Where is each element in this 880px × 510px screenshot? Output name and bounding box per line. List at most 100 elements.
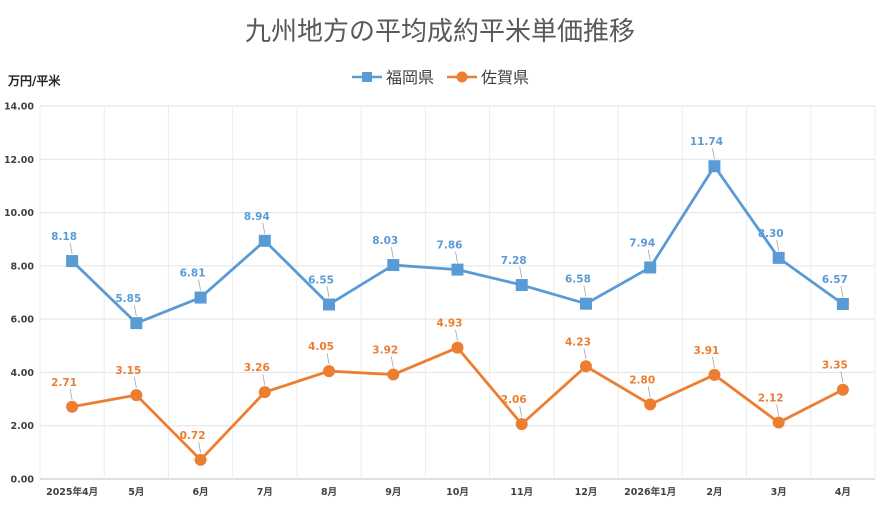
y-tick-label: 14.00	[4, 102, 34, 113]
data-point-marker	[323, 298, 336, 311]
data-point-marker	[258, 386, 271, 399]
y-tick-label: 6.00	[11, 315, 35, 326]
data-label: 11.74	[690, 136, 723, 148]
data-point-marker	[323, 365, 336, 378]
data-label-leader	[776, 404, 780, 416]
data-point-marker	[130, 389, 143, 402]
y-tick-label: 12.00	[4, 155, 34, 166]
y-tick-label: 10.00	[4, 208, 34, 219]
data-point-marker	[836, 383, 849, 396]
data-point-marker	[387, 368, 400, 381]
data-label-leader	[519, 266, 523, 279]
data-label: 2.06	[501, 394, 527, 406]
data-point-marker	[515, 418, 528, 431]
data-label: 0.72	[180, 430, 206, 442]
data-labels-layer: 8.18 5.85 6.81 8.94 6.55 8.03 7.86 7.28 6.58 7.94…	[51, 136, 848, 453]
data-label-leader	[133, 305, 137, 317]
data-label: 3.92	[372, 345, 398, 357]
y-tick-label: 8.00	[11, 261, 35, 272]
data-label-leader	[133, 377, 137, 389]
y-tick-label: 2.00	[11, 421, 35, 432]
data-label: 2.12	[758, 393, 784, 405]
data-point-marker	[644, 261, 657, 274]
data-label: 4.23	[565, 336, 591, 348]
series-layer	[66, 160, 849, 466]
data-label-leader	[712, 356, 715, 368]
x-tick-label: 9月	[385, 487, 401, 498]
data-label-leader	[583, 285, 587, 297]
legend-marker-circle-saga	[456, 71, 468, 83]
data-point-marker	[451, 263, 464, 276]
legend-label-saga: 佐賀県	[481, 68, 529, 87]
legend-marker-square-fukuoka	[362, 72, 372, 82]
data-label: 6.58	[565, 274, 591, 286]
horizontal-gridlines	[40, 105, 875, 480]
data-label: 3.15	[115, 365, 141, 377]
data-label-leader	[262, 222, 266, 234]
data-label-leader	[455, 251, 458, 263]
data-label: 3.35	[822, 360, 848, 372]
x-tick-label: 12月	[575, 487, 598, 498]
data-label: 2.71	[51, 377, 77, 389]
x-tick-label: 10月	[446, 487, 469, 498]
data-point-marker	[258, 234, 271, 247]
data-label-leader	[390, 246, 394, 259]
data-label-leader	[712, 148, 715, 160]
y-tick-label: 4.00	[11, 368, 35, 379]
x-tick-label: 2月	[706, 487, 722, 498]
data-label: 7.28	[501, 255, 527, 267]
data-label-leader	[198, 279, 201, 291]
data-label-leader	[198, 441, 201, 453]
data-label: 7.86	[437, 240, 463, 252]
data-label: 8.94	[244, 211, 270, 223]
data-label-leader	[519, 406, 523, 418]
data-label: 6.57	[822, 274, 848, 286]
data-point-marker	[708, 368, 721, 381]
data-label-leader	[840, 371, 844, 383]
x-tick-label: 8月	[321, 487, 337, 498]
data-label-leader	[69, 388, 73, 400]
x-tick-label: 2026年1月	[624, 486, 676, 498]
x-tick-label: 3月	[771, 487, 787, 498]
data-label-leader	[455, 329, 458, 341]
series-line	[70, 346, 845, 462]
data-label: 4.05	[308, 341, 334, 353]
x-tick-label: 11月	[510, 487, 533, 498]
data-point-marker	[194, 453, 207, 466]
vertical-gridlines	[39, 106, 876, 479]
data-label-leader	[647, 386, 651, 398]
data-point-marker	[66, 255, 79, 268]
data-label: 7.94	[629, 237, 655, 249]
y-axis-tick-labels: 0.00 2.00 4.00 6.00 8.00 10.00 12.00 14.00	[4, 102, 34, 486]
data-point-marker	[194, 291, 207, 304]
x-tick-label: 4月	[835, 487, 851, 498]
data-label: 3.91	[693, 345, 719, 357]
data-point-marker	[708, 160, 721, 173]
data-point-marker	[772, 251, 785, 264]
data-label-leader	[326, 353, 330, 365]
data-point-marker	[579, 297, 592, 310]
data-label: 2.80	[629, 374, 655, 386]
x-axis-tick-labels: 2025年4月 5月 6月 7月 8月 9月 10月 11月 12月 2026年1月 2月 3月 4月	[46, 486, 851, 498]
data-label-leader	[262, 374, 266, 386]
data-label: 5.85	[115, 293, 141, 305]
data-point-marker	[515, 279, 528, 292]
x-tick-label: 2025年4月	[46, 486, 98, 498]
data-label: 8.03	[372, 235, 398, 247]
data-point-marker	[579, 360, 592, 373]
y-axis-unit-label: 万円/平米	[7, 73, 61, 88]
legend: 福岡県 佐賀県	[352, 68, 529, 87]
data-label-leader	[776, 239, 780, 251]
data-label: 3.26	[244, 362, 270, 374]
chart-title: 九州地方の平均成約平米単価推移	[245, 17, 635, 47]
data-point-marker	[772, 416, 785, 429]
data-label-leader	[69, 242, 73, 255]
y-tick-label: 0.00	[11, 475, 35, 486]
data-point-marker	[130, 317, 143, 330]
data-label: 6.55	[308, 274, 334, 286]
data-point-marker	[66, 400, 79, 413]
x-tick-label: 7月	[257, 487, 273, 498]
data-label: 4.93	[437, 318, 463, 330]
data-label-leader	[583, 348, 587, 360]
